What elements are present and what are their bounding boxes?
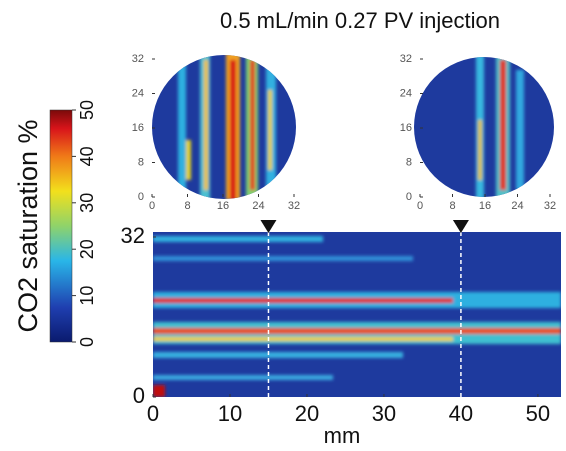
x-axis-label: mm [324, 423, 361, 448]
x-tick-label: 24 [511, 200, 523, 212]
colorbar-tick-label: 50 [77, 100, 97, 120]
y-tick-label: 16 [132, 122, 144, 134]
x-tick-label: 8 [184, 200, 190, 212]
x-tick-label: 0 [417, 200, 423, 212]
y-tick-label: 0 [133, 383, 145, 408]
colorbar [49, 109, 73, 343]
x-tick-label: 20 [295, 401, 319, 426]
x-tick-label: 30 [372, 401, 396, 426]
x-tick-label: 24 [252, 200, 264, 212]
slice-marker [452, 220, 469, 233]
x-tick-label: 16 [217, 200, 229, 212]
y-tick-label: 16 [400, 122, 412, 134]
y-tick-label: 8 [406, 156, 412, 168]
x-tick-label: 40 [449, 401, 473, 426]
colorbar-tick-label: 30 [77, 193, 97, 213]
x-tick-label: 16 [479, 200, 491, 212]
y-tick-label: 0 [138, 191, 144, 203]
y-tick-label: 24 [132, 87, 144, 99]
slice-marker [260, 220, 277, 233]
x-tick-label: 0 [149, 200, 155, 212]
y-tick-label: 0 [406, 191, 412, 203]
colorbar-tick-label: 10 [77, 286, 97, 306]
main-image [153, 232, 561, 397]
colorbar-tick-label: 20 [77, 239, 97, 259]
inset-image [414, 57, 554, 197]
x-tick-label: 32 [288, 200, 300, 212]
x-tick-label: 50 [526, 401, 550, 426]
y-tick-label: 32 [121, 223, 145, 248]
x-tick-label: 10 [218, 401, 242, 426]
colorbar-tick-label: 40 [77, 146, 97, 166]
title: 0.5 mL/min 0.27 PV injection [220, 8, 500, 33]
y-tick-label: 32 [400, 53, 412, 65]
inset-image [152, 55, 296, 199]
x-tick-label: 0 [147, 401, 159, 426]
x-tick-label: 8 [449, 200, 455, 212]
y-tick-label: 8 [138, 156, 144, 168]
y-tick-label: 24 [400, 87, 412, 99]
colorbar-label: CO2 saturation % [13, 119, 43, 332]
x-tick-label: 32 [544, 200, 556, 212]
y-tick-label: 32 [132, 53, 144, 65]
colorbar-tick-label: 0 [77, 337, 97, 347]
